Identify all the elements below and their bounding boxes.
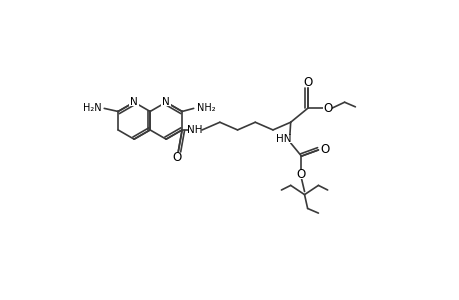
Text: O: O	[319, 143, 329, 157]
Text: O: O	[302, 76, 312, 89]
Text: O: O	[296, 168, 305, 181]
Text: H₂N: H₂N	[82, 103, 101, 113]
Text: NH: NH	[186, 125, 202, 135]
Bar	[322, 104, 331, 112]
Bar	[274, 135, 291, 143]
Bar	[161, 98, 170, 106]
Bar	[129, 98, 139, 106]
Text: N: N	[130, 97, 138, 107]
Text: O: O	[322, 102, 331, 115]
Text: HN: HN	[275, 134, 291, 144]
Bar	[188, 126, 200, 134]
Text: NH₂: NH₂	[196, 103, 215, 113]
Bar	[296, 170, 305, 179]
Text: N: N	[162, 97, 170, 107]
Text: O: O	[172, 151, 181, 164]
